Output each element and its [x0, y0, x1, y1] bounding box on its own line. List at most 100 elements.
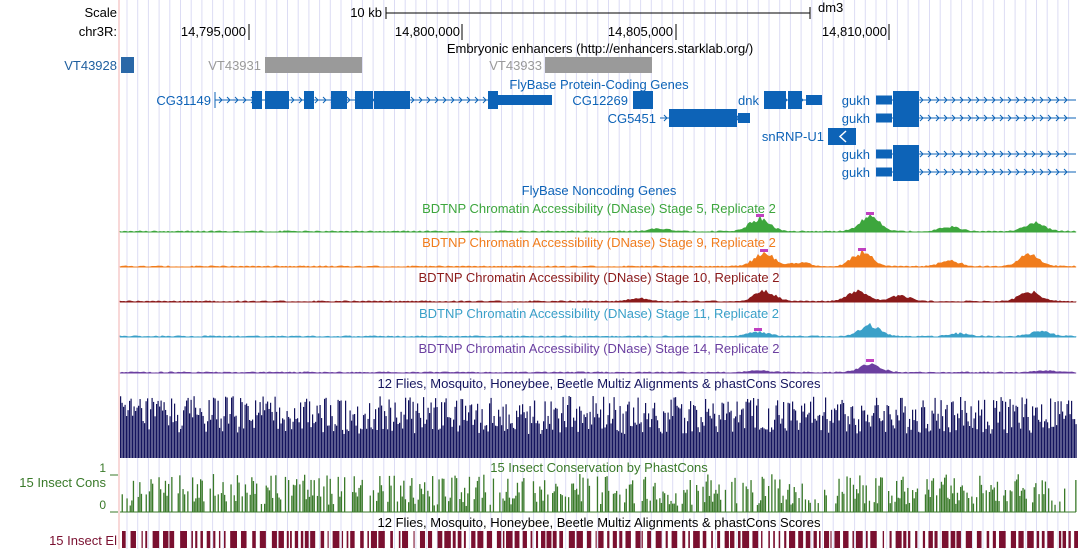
element-block — [294, 531, 299, 548]
clipped-peak-marker — [866, 212, 874, 215]
phastcons-bar — [779, 479, 781, 512]
multiz-bar — [670, 399, 672, 458]
gene-label[interactable]: gukh — [842, 147, 870, 162]
phastcons-bar — [270, 475, 272, 512]
enhancer-label[interactable]: VT43931 — [208, 58, 261, 73]
multiz-bar — [858, 419, 860, 458]
multiz-bar — [831, 409, 833, 458]
track-side-label[interactable]: 15 Insect Cons — [19, 475, 106, 490]
multiz-bar — [273, 420, 275, 458]
multiz-bar — [834, 408, 836, 458]
gene-models[interactable] — [214, 91, 1076, 181]
multiz-bar — [864, 410, 866, 458]
gene-label[interactable]: CG5451 — [608, 111, 656, 126]
multiz-bar — [561, 413, 563, 458]
exon — [396, 91, 410, 109]
multiz-bar — [214, 398, 216, 458]
element-block — [477, 531, 484, 548]
multiz-bar — [897, 415, 899, 458]
phastcons-bar — [132, 480, 135, 512]
element-block — [419, 531, 426, 548]
protein-coding-genes-track[interactable]: FlyBase Protein-Coding Genes CG31149 CG1… — [156, 77, 1076, 181]
multiz-bar — [630, 425, 632, 458]
multiz-bar — [486, 425, 488, 458]
phastcons-bar — [512, 498, 514, 512]
exon — [488, 91, 498, 109]
multiz-bar — [451, 426, 453, 458]
multiz-bar — [310, 427, 312, 458]
multiz-bar — [250, 420, 252, 458]
enhancer-label[interactable]: VT43933 — [489, 58, 542, 73]
multiz-bar — [532, 416, 534, 458]
multiz-bar — [573, 417, 575, 458]
multiz-bar — [598, 417, 600, 458]
enhancer-feature[interactable] — [265, 57, 362, 73]
gene-label[interactable]: dnk — [738, 93, 759, 108]
multiz-bar — [778, 415, 780, 458]
phastcons-bar — [372, 490, 375, 512]
conserved-elements-track[interactable]: 12 Flies, Mosquito, Honeybee, Beetle Mul… — [49, 515, 1078, 548]
track-side-label[interactable]: 15 Insect El — [49, 533, 117, 548]
enhancer-feature[interactable] — [545, 57, 652, 73]
enhancer-feature[interactable] — [121, 57, 134, 73]
multiz-bar — [208, 400, 210, 458]
multiz-bar — [291, 429, 293, 458]
multiz-bar — [360, 428, 362, 458]
phastcons-track[interactable]: 15 Insect Conservation by PhastCons 15 I… — [19, 460, 1077, 513]
multiz-bar — [1060, 401, 1062, 458]
ruler-track[interactable]: Scale 10 kb dm3 chr3R: 14,795,000 14,800… — [79, 0, 890, 40]
multiz-bar — [933, 413, 935, 458]
multiz-bar — [846, 431, 848, 458]
phastcons-bar — [265, 485, 267, 512]
multiz-bar — [150, 409, 152, 458]
element-block — [641, 531, 643, 548]
multiz-track[interactable]: 12 Flies, Mosquito, Honeybee, Beetle Mul… — [120, 376, 1077, 458]
multiz-bar — [1050, 398, 1052, 458]
multiz-bar — [324, 398, 326, 458]
multiz-bar — [682, 433, 684, 458]
multiz-bar — [787, 402, 789, 458]
multiz-bar — [726, 413, 728, 458]
multiz-bar — [1072, 419, 1074, 458]
phastcons-bar — [462, 502, 464, 512]
multiz-bar — [178, 432, 180, 458]
dnase-tracks[interactable]: BDTNP Chromatin Accessibility (DNase) St… — [119, 201, 1077, 374]
gene-label[interactable]: gukh — [842, 165, 870, 180]
phastcons-bar — [307, 489, 309, 512]
multiz-bar — [915, 409, 917, 458]
gene-label[interactable]: snRNP-U1 — [762, 129, 824, 144]
phastcons-bar — [145, 494, 147, 512]
multiz-bar — [373, 419, 375, 458]
phastcons-bar — [1011, 491, 1013, 512]
phastcons-bar — [761, 476, 763, 512]
element-block — [773, 531, 775, 548]
gene-label[interactable]: gukh — [842, 111, 870, 126]
enhancers-track[interactable]: Embryonic enhancers (http://enhancers.st… — [64, 41, 753, 73]
multiz-bar — [523, 412, 525, 458]
phastcons-bar — [996, 481, 999, 512]
multiz-bar — [750, 400, 752, 458]
multiz-bar — [765, 429, 767, 458]
noncoding-genes-track-title[interactable]: FlyBase Noncoding Genes — [522, 183, 677, 198]
gene-label[interactable]: CG31149 — [156, 93, 211, 108]
enhancer-label[interactable]: VT43928 — [64, 58, 117, 73]
multiz-bar — [177, 414, 179, 458]
multiz-bar — [204, 423, 206, 458]
multiz-bar — [202, 415, 204, 458]
multiz-bar — [937, 413, 939, 458]
element-block — [437, 531, 443, 548]
multiz-bar — [775, 405, 777, 458]
gene-label[interactable]: gukh — [842, 93, 870, 108]
multiz-bar — [1047, 422, 1049, 458]
multiz-bar — [711, 418, 713, 458]
phastcons-bar — [544, 480, 546, 512]
multiz-bar — [1063, 418, 1065, 458]
gene-label[interactable]: CG12269 — [572, 93, 628, 108]
phastcons-bar — [859, 475, 861, 512]
multiz-bar — [220, 418, 222, 458]
phastcons-bar — [670, 500, 672, 512]
multiz-bar — [157, 400, 159, 458]
element-block — [742, 531, 750, 548]
phastcons-bar — [424, 482, 426, 512]
multiz-bar — [391, 430, 393, 458]
